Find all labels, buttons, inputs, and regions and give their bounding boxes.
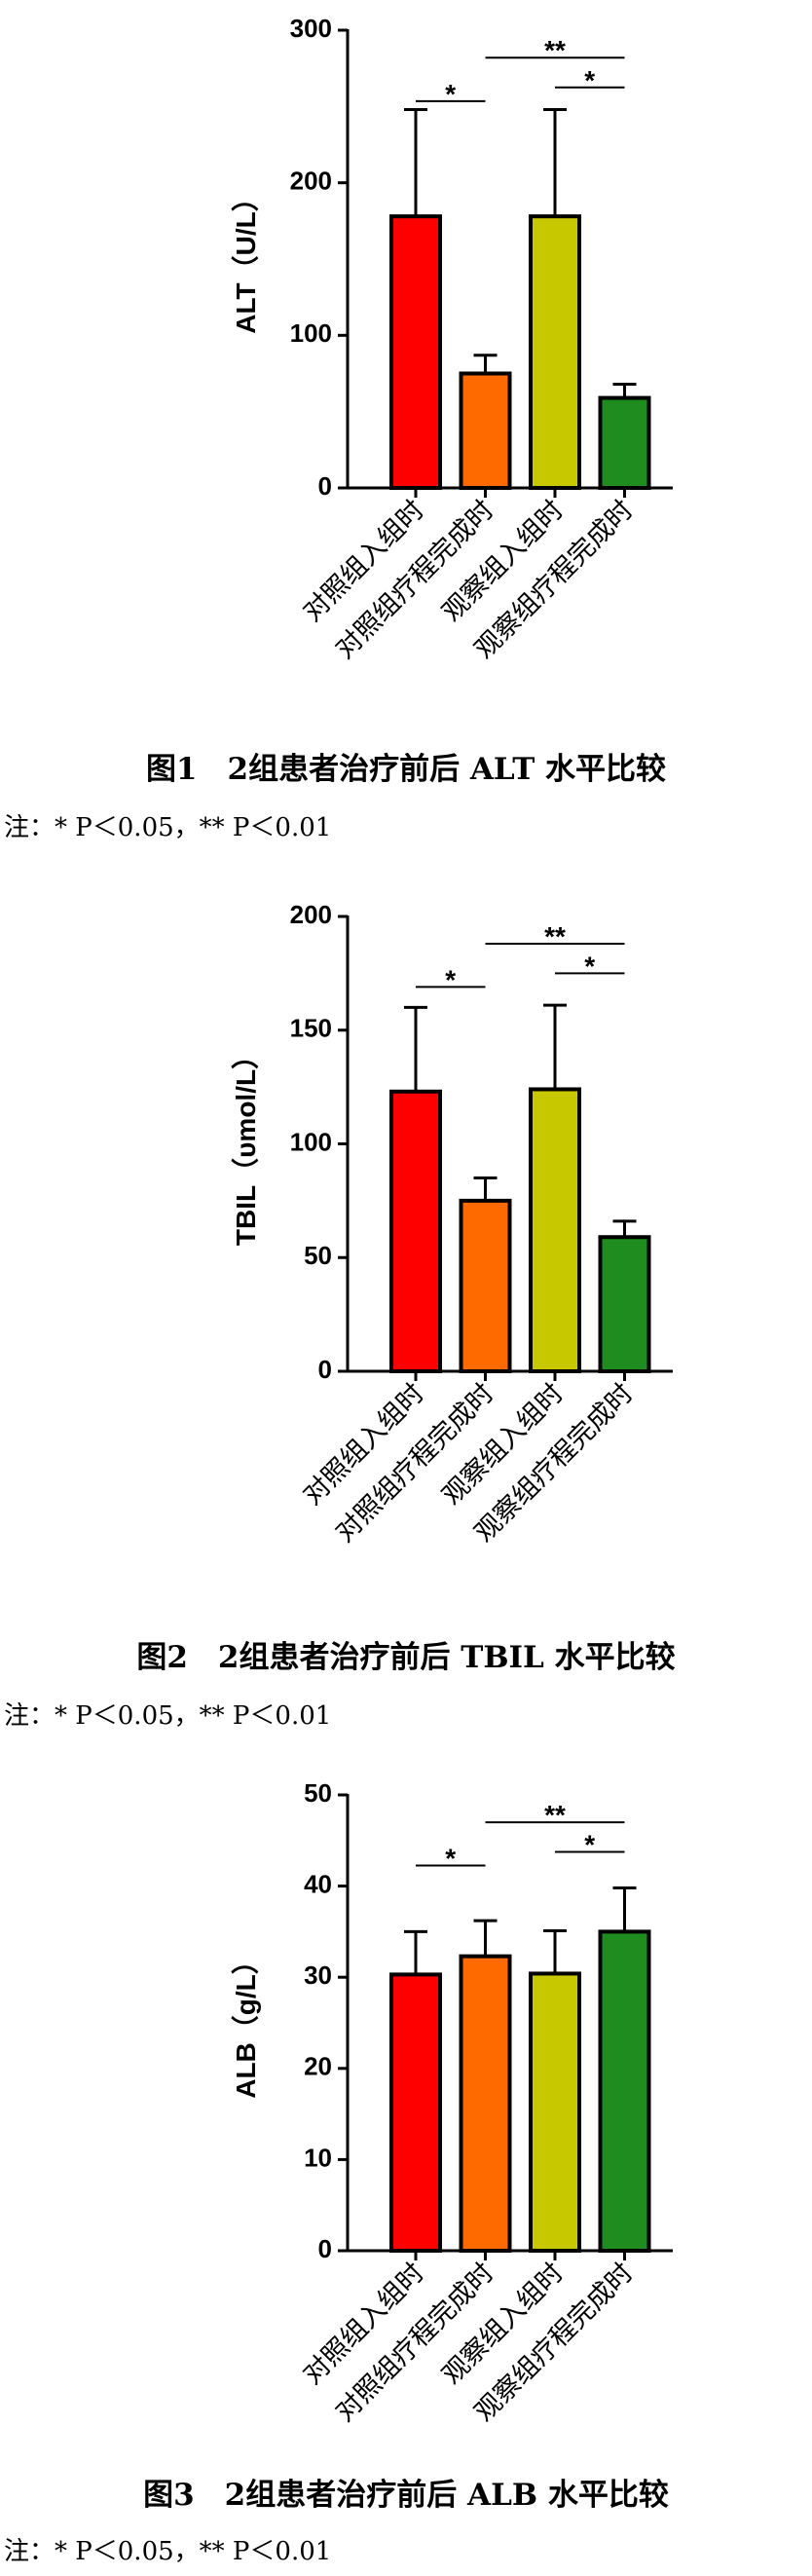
significance-label: * <box>445 964 456 994</box>
significance-label: * <box>584 1830 595 1860</box>
x-tick-label: 对照组入组时 <box>297 495 429 627</box>
figure-caption: 图2 2组患者治疗前后 TBIL 水平比较 <box>136 1640 675 1675</box>
y-tick-label: 200 <box>290 167 332 196</box>
bar <box>389 1972 442 2253</box>
significance-label: * <box>445 1844 456 1874</box>
x-tick-label: 观察组入组时 <box>436 495 569 627</box>
significance-label: ** <box>544 921 566 952</box>
y-tick-label: 200 <box>290 900 332 929</box>
y-tick-label: 100 <box>290 1127 332 1156</box>
y-tick-label: 40 <box>304 1869 332 1898</box>
y-tick-label: 20 <box>304 2052 332 2081</box>
y-tick-label: 0 <box>318 471 332 501</box>
y-axis-label: ALT（U/L） <box>230 184 261 333</box>
figure-caption: 图3 2组患者治疗前后 ALB 水平比较 <box>143 2478 669 2513</box>
significance-label: * <box>584 65 595 95</box>
y-tick-label: 10 <box>304 2143 332 2172</box>
y-axis-label: TBIL（υmol/L） <box>230 1042 261 1246</box>
significance-label: ** <box>544 1800 566 1830</box>
significance-label: * <box>584 951 595 981</box>
bar <box>529 1087 581 1373</box>
y-tick-label: 50 <box>304 1241 332 1270</box>
significance-label: ** <box>544 35 566 65</box>
bar <box>389 214 442 490</box>
y-tick-label: 0 <box>318 1355 332 1384</box>
significance-label: * <box>445 79 456 109</box>
bar <box>598 1929 651 2254</box>
x-tick-label: 对照组入组时 <box>297 2258 429 2390</box>
figure-caption: 图1 2组患者治疗前后 ALT 水平比较 <box>146 752 666 787</box>
x-tick-label: 观察组入组时 <box>436 1378 569 1511</box>
y-tick-label: 100 <box>290 318 332 348</box>
y-tick-label: 300 <box>290 14 332 43</box>
y-tick-label: 0 <box>318 2234 332 2263</box>
bar <box>529 214 581 490</box>
bar <box>459 1954 512 2253</box>
bar <box>529 1971 581 2254</box>
bar <box>389 1089 442 1374</box>
bar <box>459 371 512 490</box>
x-tick-label: 对照组入组时 <box>297 1378 429 1511</box>
bar <box>598 1235 651 1373</box>
bar <box>459 1198 512 1373</box>
figure-note: 注：* P＜0.05，** P＜0.01 <box>4 2537 331 2566</box>
bar <box>598 395 651 491</box>
y-axis-label: ALB（g/L） <box>230 1947 261 2099</box>
y-tick-label: 30 <box>304 1960 332 1990</box>
figure-note: 注：* P＜0.05，** P＜0.01 <box>4 1701 331 1731</box>
y-tick-label: 150 <box>290 1014 332 1043</box>
y-tick-label: 50 <box>304 1778 332 1808</box>
figure-note: 注：* P＜0.05，** P＜0.01 <box>4 813 331 842</box>
x-tick-label: 观察组入组时 <box>436 2258 569 2390</box>
